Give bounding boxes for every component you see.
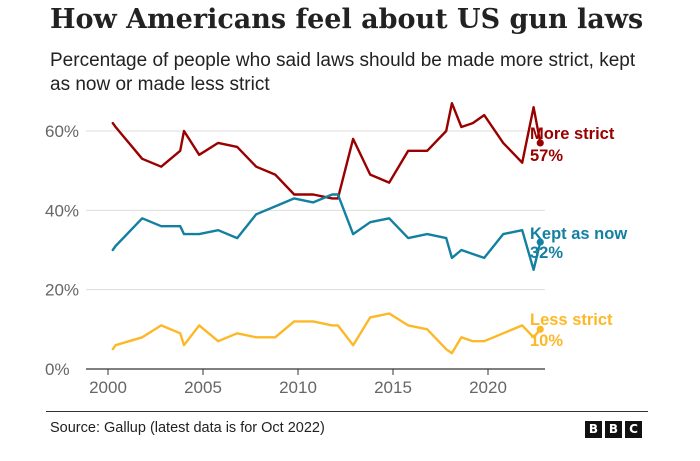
footer-divider xyxy=(46,411,648,412)
bbc-logo-letter: B xyxy=(605,421,622,438)
series-label: Less strict xyxy=(530,311,613,329)
series-line xyxy=(111,312,542,355)
chart-title: How Americans feel about US gun laws xyxy=(50,4,644,35)
series-end-marker xyxy=(536,325,544,333)
chart-subtitle: Percentage of people who said laws shoul… xyxy=(50,50,636,95)
bbc-logo: B B C xyxy=(585,421,642,438)
y-tick-label: 40% xyxy=(45,201,79,220)
series-line xyxy=(111,193,542,271)
bbc-logo-letter: B xyxy=(585,421,602,438)
x-tick-label: 2000 xyxy=(89,378,127,397)
bbc-logo-letter: C xyxy=(625,421,642,438)
series-label: Kept as now xyxy=(530,225,627,243)
x-tick-label: 2020 xyxy=(469,378,507,397)
series-end-value: 32% xyxy=(530,244,563,262)
y-tick-label: 60% xyxy=(45,122,79,141)
series-end-value: 10% xyxy=(530,332,563,350)
source-note: Source: Gallup (latest data is for Oct 2… xyxy=(50,420,325,436)
series-end-marker xyxy=(536,139,544,147)
series-end-marker xyxy=(536,238,544,246)
y-tick-label: 0% xyxy=(45,360,70,379)
y-tick-label: 20% xyxy=(45,281,79,300)
x-tick-label: 2010 xyxy=(279,378,317,397)
x-tick-label: 2005 xyxy=(184,378,222,397)
series-label: More strict xyxy=(530,125,615,143)
series-end-value: 57% xyxy=(530,147,563,165)
series-line xyxy=(111,102,542,200)
x-tick-label: 2015 xyxy=(374,378,412,397)
